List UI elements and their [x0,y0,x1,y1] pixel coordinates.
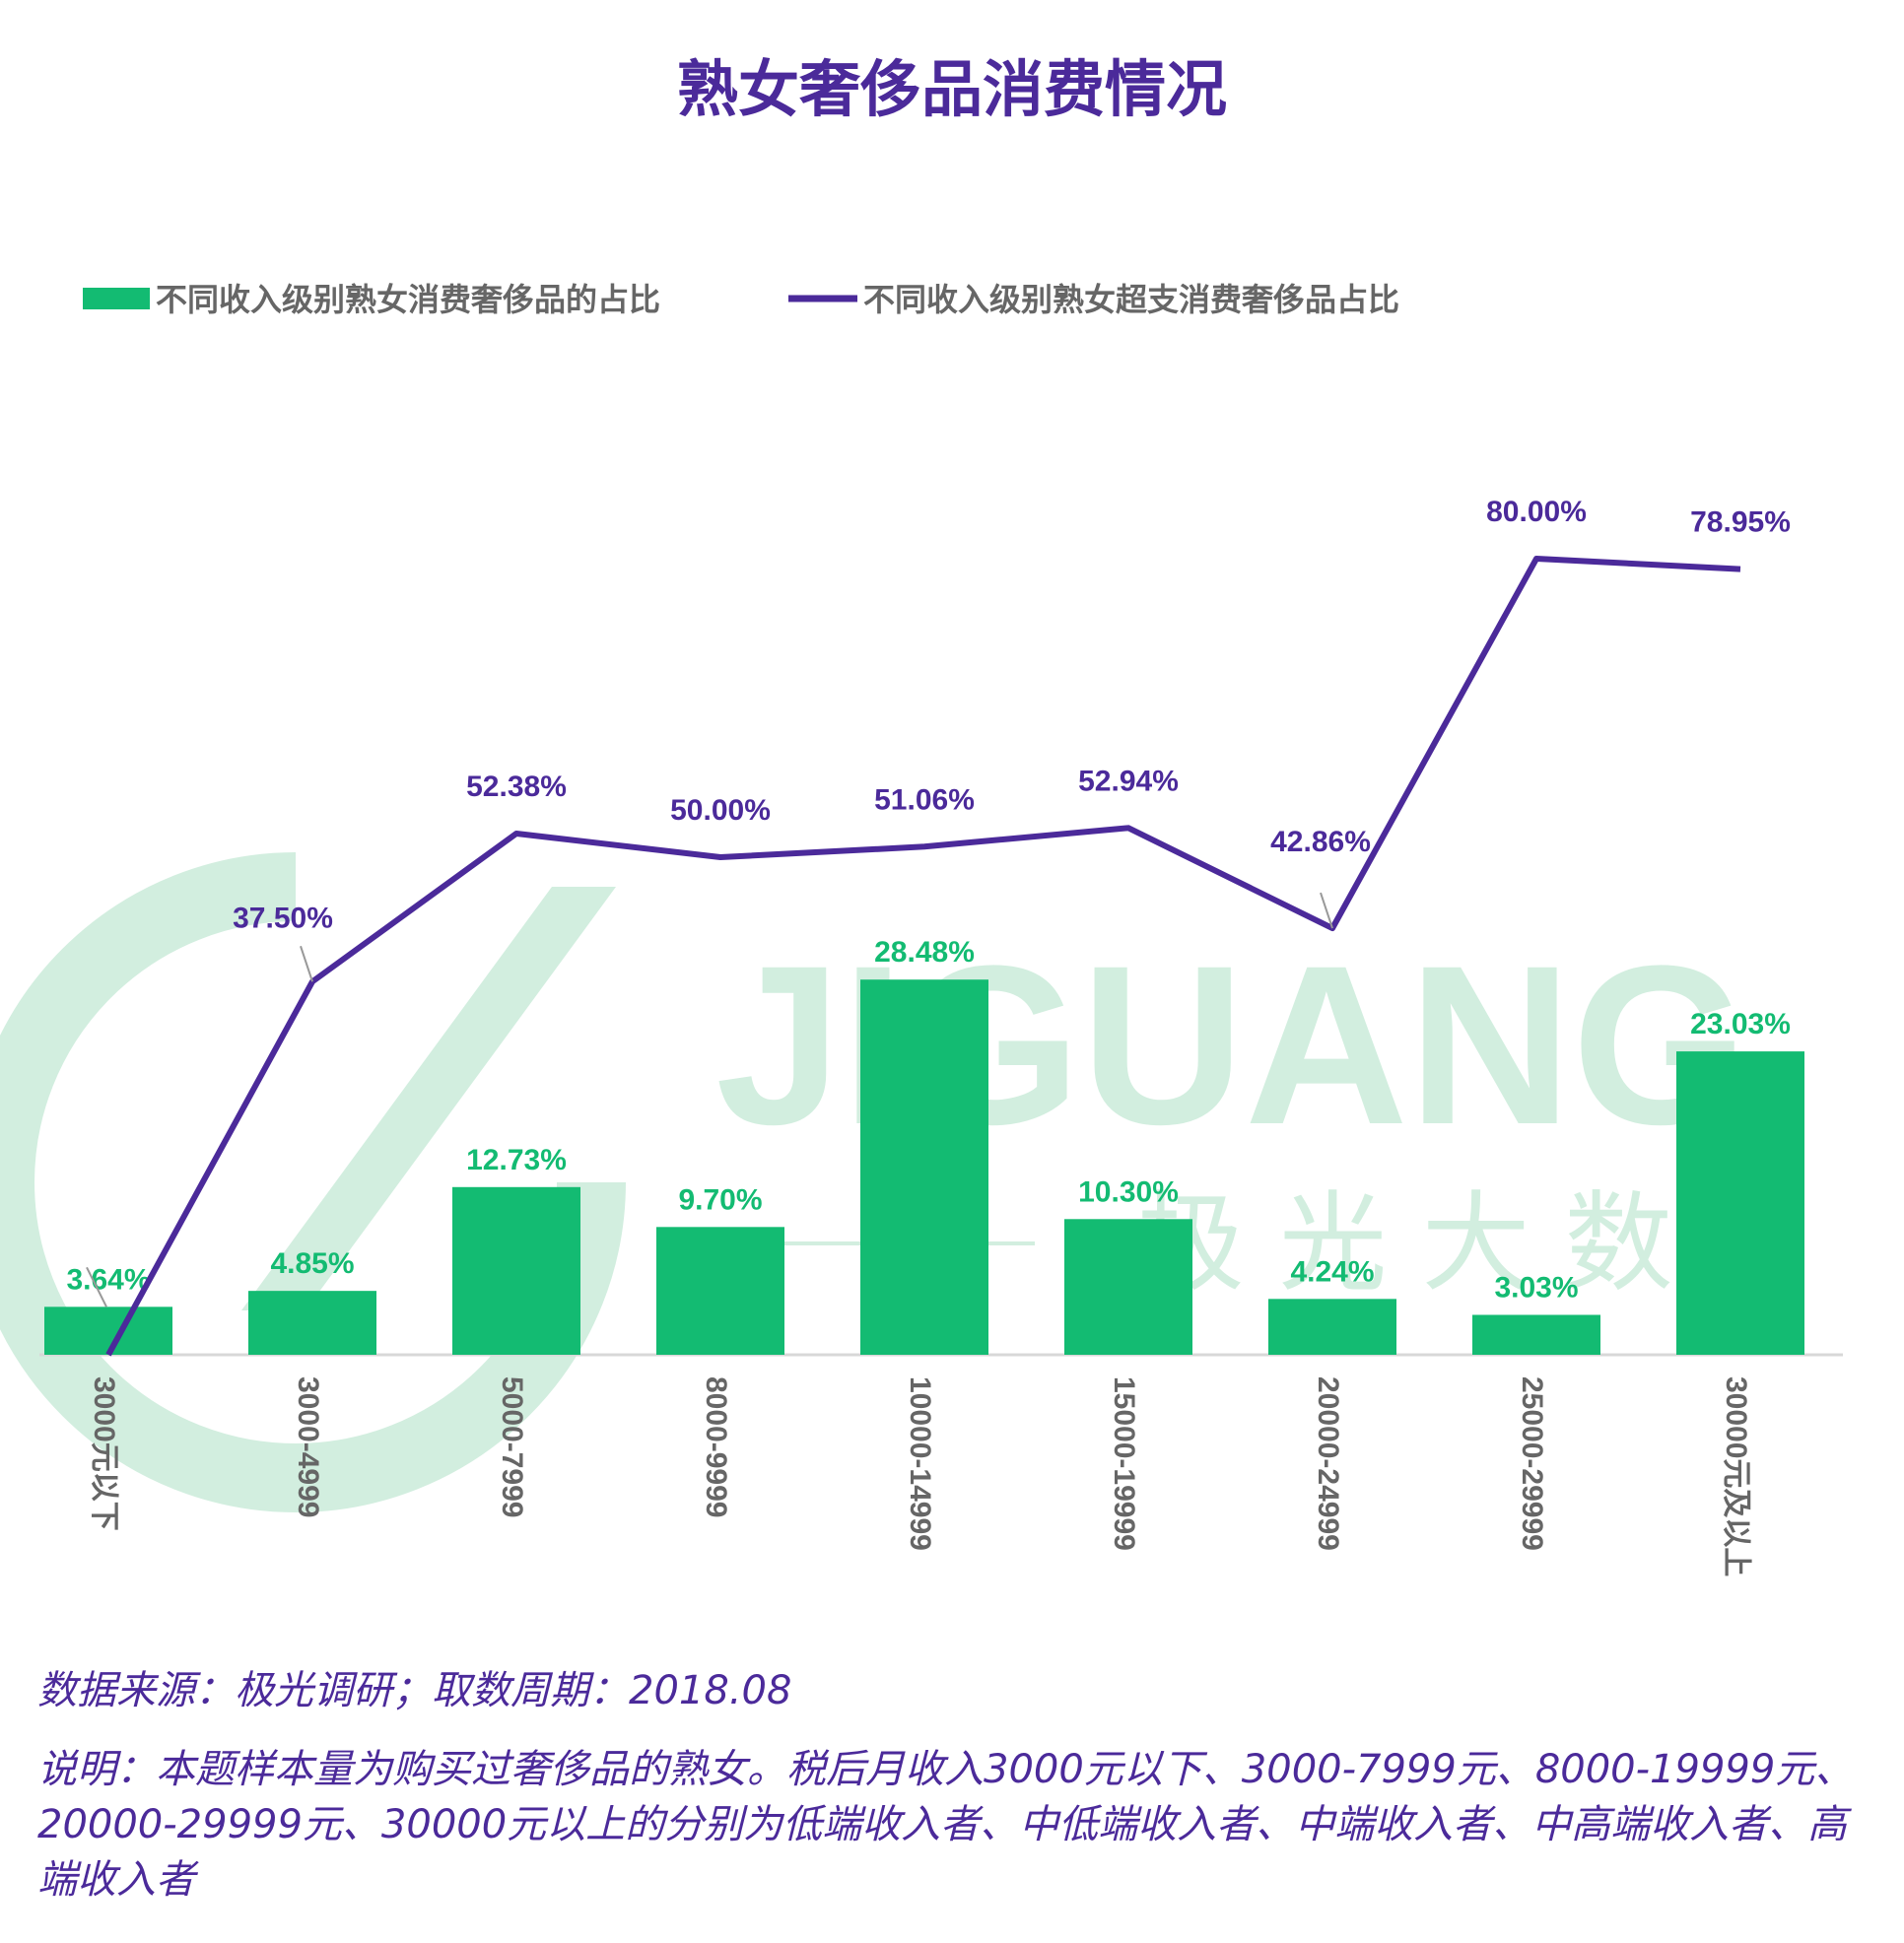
x-tick-label: 15000-19999 [1108,1376,1140,1551]
bar [44,1306,172,1355]
x-tick-label: 5000-7999 [496,1376,528,1517]
x-tick-label: 25000-29999 [1516,1376,1548,1551]
bar-data-label: 4.24% [1290,1255,1374,1288]
line-data-label: 37.50% [233,902,333,934]
bar-data-label: 3.64% [66,1263,150,1296]
line-series [105,556,1741,1357]
legend: 不同收入级别熟女消费奢侈品的占比 不同收入级别熟女超支消费奢侈品占比 [83,281,1399,318]
bar-data-label: 10.30% [1078,1175,1179,1208]
description-note: 说明：本题样本量为购买过奢侈品的熟女。税后月收入3000元以下、3000-799… [37,1747,1855,1903]
line-data-label: 50.00% [670,794,771,827]
line-data-label: 42.86% [1270,826,1371,858]
x-tick-label: 20000-24999 [1312,1376,1344,1551]
bar [1472,1314,1600,1355]
x-tick-label: 10000-14999 [904,1376,936,1551]
bar-data-label: 3.03% [1494,1271,1578,1304]
line-data-label: 51.06% [874,783,975,816]
legend-bar-label: 不同收入级别熟女消费奢侈品的占比 [156,281,660,318]
plot-area: 3.64% 3000元以下 4.85% 3000-4999 12.73% 5000-799… [39,496,1843,1576]
chart-title: 熟女奢侈品消费情况 [676,53,1227,125]
legend-bar-swatch [83,288,150,309]
bar-data-label: 9.70% [678,1183,762,1216]
x-tick-label: 3000元以下 [88,1376,120,1531]
bar [248,1291,376,1355]
bar [452,1186,580,1355]
bar-label-leader [86,1266,107,1307]
bar [1268,1299,1396,1355]
bar [860,979,988,1355]
line-data-label: 52.94% [1078,765,1179,797]
source-note: 数据来源：极光调研；取数周期：2018.08 [37,1668,792,1713]
bar [656,1227,784,1355]
bar-data-label: 4.85% [270,1247,354,1280]
bar [1064,1219,1192,1355]
watermark-logo-slash [241,887,616,1310]
watermark-logo-mark [0,852,626,1512]
x-tick-label: 3000-4999 [292,1376,324,1517]
bar-data-label: 23.03% [1690,1008,1791,1040]
line-data-label: 80.00% [1486,496,1587,528]
x-tick-label: 30000元及以上 [1720,1376,1752,1576]
bar-data-label: 28.48% [874,936,975,969]
legend-line-label: 不同收入级别熟女超支消费奢侈品占比 [863,281,1399,318]
line-label-leader [300,945,313,982]
bar [1676,1051,1804,1355]
line-data-label: 52.38% [466,770,567,803]
line-label-leader [1320,892,1333,929]
line-data-label: 78.95% [1690,506,1791,539]
watermark-tagline: 极 光 大 数 [1136,1180,1673,1306]
x-tick-label: 8000-9999 [700,1376,732,1517]
bar-data-label: 12.73% [466,1144,567,1176]
